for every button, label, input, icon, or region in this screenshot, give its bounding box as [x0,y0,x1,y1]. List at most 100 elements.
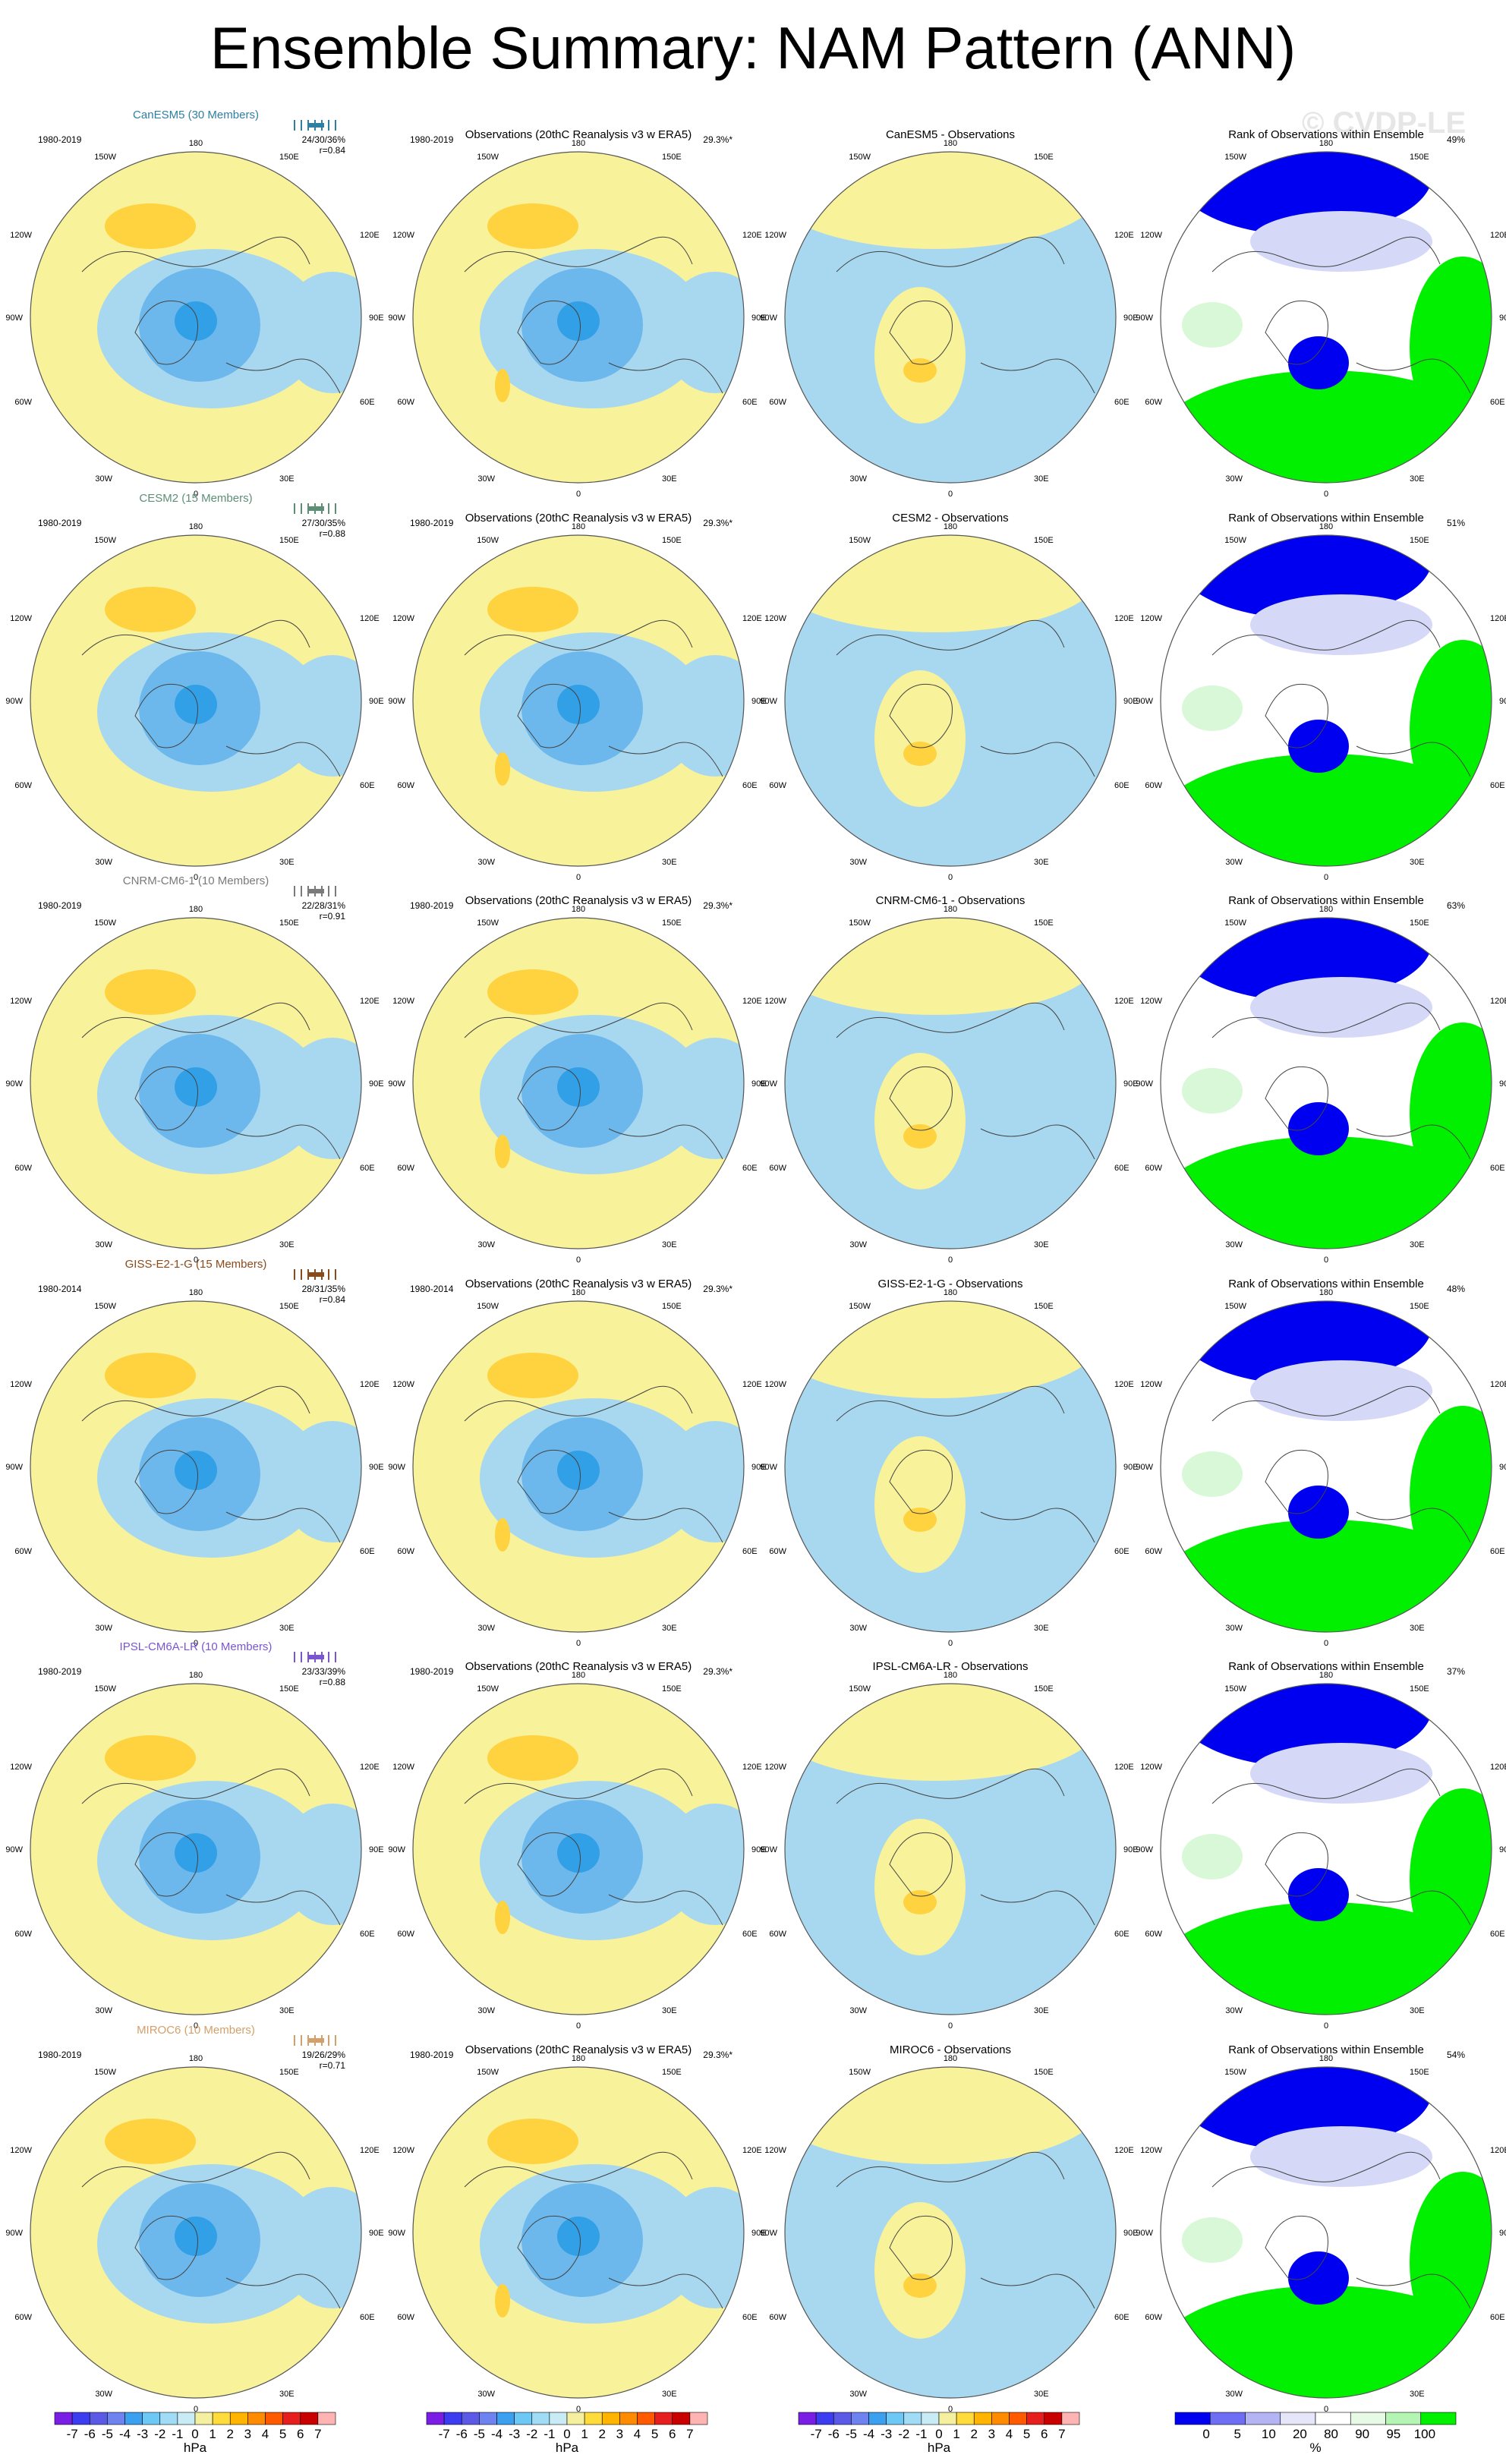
diff-positive-atlantic [874,1436,966,1573]
lon-label-90w: 90W [388,697,405,706]
nam-positive-pacific [105,1735,196,1781]
colorbar-swatch [851,2412,869,2425]
lon-label-150e: 150E [1034,153,1054,162]
lon-label-90e: 90E [1123,1463,1139,1472]
lon-label-90w: 90W [388,2229,405,2238]
colorbar-tick-label: -5 [474,2427,485,2441]
lon-label-60e: 60E [1490,1930,1505,1939]
rank-highmid-region [1182,1834,1243,1880]
greenland-outline [889,2215,953,2280]
colorbar-tick-label: 3 [244,2427,251,2441]
lon-label-180: 180 [1319,139,1333,148]
map-panel-rank-3: 180 0 90W 90E 120W 150W 150E 120E 60W 30W 30E 60E [1136,905,1506,1265]
lon-label-120w: 120W [392,614,414,623]
map-panel-model-5: 180 0 90W 90E 120W 150W 150E 120E 60W 30W 30E 60E [5,1671,383,2031]
lon-label-60w: 60W [1145,781,1162,790]
lon-label-120w: 120W [1140,1380,1162,1389]
coastline [464,236,693,273]
lon-label-120w: 120W [10,614,32,623]
lon-label-120w: 120W [10,2146,32,2155]
coastline [1211,1385,1441,1422]
lon-label-0: 0 [1324,873,1328,882]
lon-label-120e: 120E [742,2146,762,2155]
lon-label-30e: 30E [279,2006,295,2015]
nam-negative-east [662,655,744,777]
lon-label-60e: 60E [742,1930,758,1939]
lon-label-120w: 120W [764,1763,786,1772]
greenland-outline [1265,683,1328,748]
lon-label-150w: 150W [477,536,499,545]
lon-label-30w: 30W [477,1240,495,1249]
lon-label-180: 180 [189,1288,203,1297]
nam-negative-east [662,2187,744,2308]
rank-low-region [1174,918,1432,1001]
greenland-outline [889,683,953,748]
lon-label-90w: 90W [1136,1079,1153,1089]
lon-label-30w: 30W [477,2006,495,2015]
lon-label-60e: 60E [1490,1547,1505,1556]
colorbar-swatch [89,2412,108,2425]
lon-label-120e: 120E [1490,997,1506,1006]
greenland-outline [889,1449,953,1514]
model-period: 1980-2019 [38,134,82,145]
colorbar-tick-label: -7 [67,2427,78,2441]
lon-label-90e: 90E [369,2229,384,2238]
lon-label-30e: 30E [1034,2006,1049,2015]
lon-label-0: 0 [948,2021,953,2031]
colorbar-swatch [443,2412,462,2425]
lon-label-180: 180 [572,2054,585,2063]
coastline [836,2151,1065,2188]
row-miroc6: MIROC6 (10 Members) 1980-2019 19/26/29%r=0… [38,2024,1465,2071]
colorbar-tick-label: -3 [881,2427,892,2441]
colorbar-swatch [426,2412,445,2425]
nam-negative-east [279,1804,361,1925]
colorbar-tick-label: 5 [1233,2427,1240,2441]
lon-label-90w: 90W [5,697,23,706]
diff-positive-north [785,152,1102,249]
lon-label-90e: 90E [1123,1079,1139,1089]
rank-highmid-region [1182,2217,1243,2263]
lon-label-30w: 30W [95,2390,112,2399]
nam-positive-pacific [105,2119,196,2164]
lon-label-150e: 150E [1410,918,1429,928]
colorbar-tick-label: 0 [191,2427,198,2441]
lon-label-30w: 30W [849,2006,867,2015]
map-border [30,534,362,867]
row-giss-e2-1-g: GISS-E2-1-G (15 Members) 1980-2014 28/31/3… [38,1258,1465,1305]
rank-low-center [1288,1868,1349,1921]
lon-label-90e: 90E [1499,314,1506,323]
lon-label-120e: 120E [360,1380,380,1389]
colorbar-swatch [566,2412,585,2425]
lon-label-30e: 30E [1034,1624,1049,1633]
diff-positive-core [903,358,937,383]
lon-label-60e: 60E [742,781,758,790]
lon-label-90w: 90W [1136,1845,1153,1854]
lon-label-30e: 30E [662,1240,677,1249]
lon-label-30e: 30E [1034,2390,1049,2399]
coastline [81,1385,310,1422]
map-panel-diff-2: 180 0 90W 90E 120W 150W 150E 120E 60W 30W 30E 60E [760,522,1138,882]
colorbar-tick-label: 5 [1023,2427,1030,2441]
map-panel-obs-5: 180 0 90W 90E 120W 150W 150E 120E 60W 30W 30E 60E [388,1671,767,2031]
lon-label-90w: 90W [760,697,777,706]
nam-negative-east [279,2187,361,2308]
nam-negative-core [175,1833,217,1873]
colorbar-tick-label: -4 [491,2427,503,2441]
map-panel-diff-6: 180 0 90W 90E 120W 150W 150E 120E 60W 30W 30E 60E [760,2054,1138,2414]
lon-label-90e: 90E [751,1845,767,1854]
lon-label-90e: 90E [369,314,384,323]
colorbar-tick-label: 1 [209,2427,216,2441]
colorbar-unit: % [1309,2440,1321,2455]
colorbar-swatch [637,2412,655,2425]
colorbar-tick-label: -2 [154,2427,165,2441]
colorbar-swatch [619,2412,638,2425]
member-tick [307,886,309,896]
lon-label-90w: 90W [388,1463,405,1472]
nam-positive-pacific [105,203,196,249]
model-title: MIROC6 (10 Members) [137,2024,255,2037]
lon-label-0: 0 [576,490,581,499]
diff-positive-north [785,918,1102,1015]
lon-label-0: 0 [576,873,581,882]
obs-title: Observations (20thC Reanalysis v3 w ERA5… [465,128,692,141]
obs-percent: 29.3%* [703,2050,733,2060]
